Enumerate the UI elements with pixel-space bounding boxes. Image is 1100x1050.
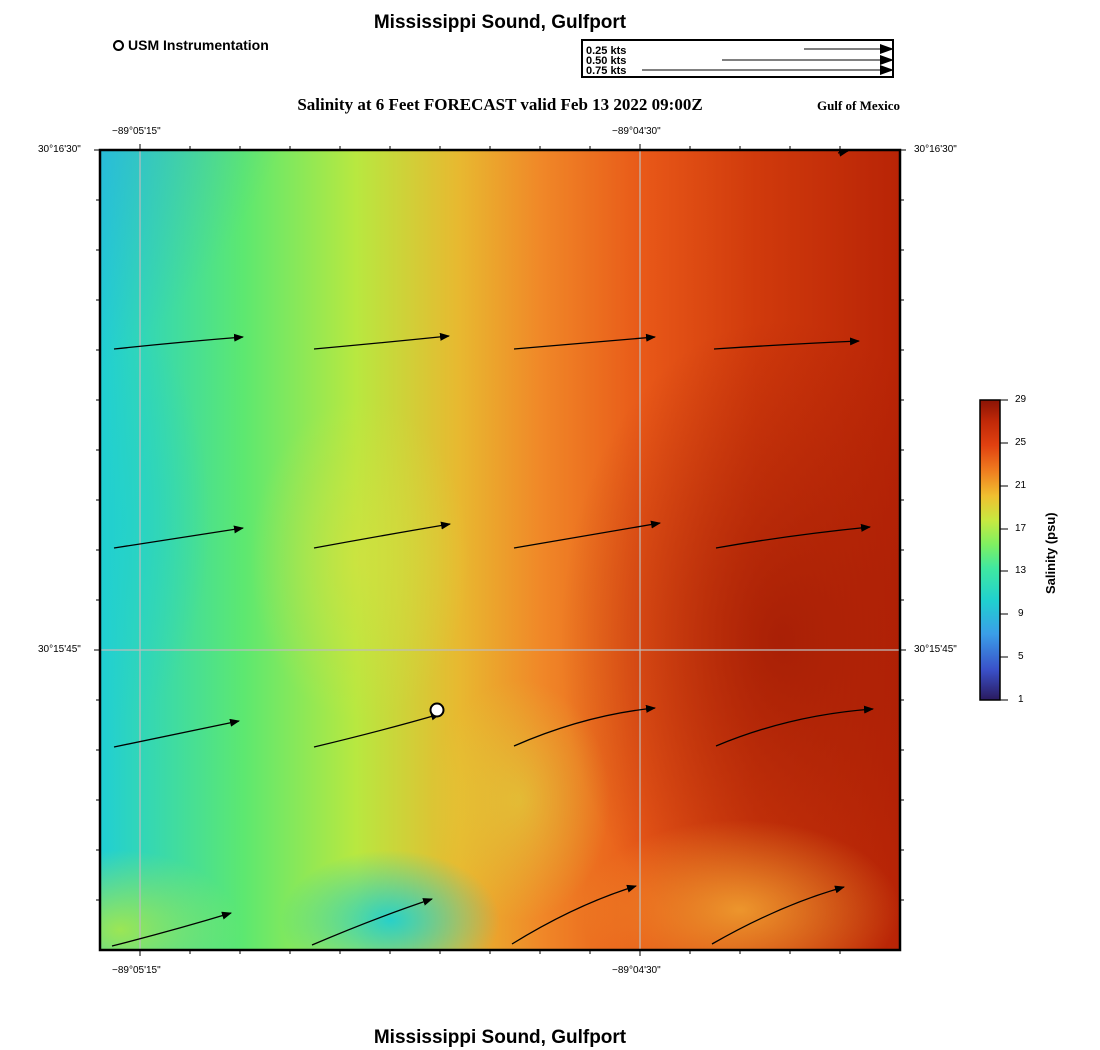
current-vector <box>313 521 451 549</box>
current-vector <box>113 333 244 350</box>
current-vector <box>715 523 871 549</box>
colorbar-tick-label: 29 <box>1015 394 1027 405</box>
y-tick-label-right-2: 30°15'45" <box>914 644 957 655</box>
region-label: Gulf of Mexico <box>816 98 900 113</box>
colorbar-title: Salinity (psu) <box>1043 512 1058 594</box>
x-tick-label-top-2: −89°04'30" <box>612 126 661 137</box>
current-vector <box>113 525 244 549</box>
current-vector <box>837 150 849 157</box>
current-vector <box>313 712 441 748</box>
current-vector <box>513 520 661 549</box>
vector-key: 0.25 kts 0.50 kts 0.75 kts <box>581 39 894 78</box>
vector-key-arrows <box>642 44 894 75</box>
map-title: Mississippi Sound, Gulfport <box>373 12 627 33</box>
colorbar-tick-label: 13 <box>1015 565 1027 576</box>
x-tick-label-top-1: −89°05'15" <box>112 126 161 137</box>
y-tick-label-left-2: 30°15'45" <box>38 644 81 655</box>
station-marker-icon <box>113 39 124 51</box>
current-vector <box>713 337 860 350</box>
vector-key-label-3: 0.75 kts <box>586 65 627 77</box>
current-vector <box>711 885 845 945</box>
colorbar-tick-label: 9 <box>1018 608 1024 619</box>
colorbar-ticks <box>1000 399 1008 701</box>
colorbar-tick-label: 17 <box>1015 523 1027 534</box>
current-vector <box>111 911 232 947</box>
colorbar <box>979 399 1001 701</box>
x-tick-label-bottom-2: −89°04'30" <box>612 965 661 976</box>
usm-station-marker <box>429 702 445 718</box>
x-tick-label-bottom-1: −89°05'15" <box>112 965 161 976</box>
colorbar-tick-label: 21 <box>1015 480 1027 491</box>
current-vectors <box>111 150 874 947</box>
current-vector <box>513 333 656 350</box>
y-tick-label-right-1: 30°16'30" <box>914 144 957 155</box>
colorbar-tick-label: 25 <box>1015 437 1027 448</box>
vector-key-label-2: 0.50 kts <box>586 55 627 67</box>
colorbar-tick-label: 5 <box>1018 651 1024 662</box>
station-legend-label: USM Instrumentation <box>128 37 269 53</box>
colorbar-tick-label: 1 <box>1018 694 1024 705</box>
current-vector <box>511 884 637 945</box>
current-vector <box>311 898 433 946</box>
y-tick-label-left-1: 30°16'30" <box>38 144 81 155</box>
station-legend: USM Instrumentation <box>113 37 269 53</box>
current-vector <box>113 718 240 748</box>
map-subtitle: Salinity at 6 Feet FORECAST valid Feb 13… <box>297 95 703 114</box>
vector-key-label-1: 0.25 kts <box>586 45 627 57</box>
map-footer-title: Mississippi Sound, Gulfport <box>373 1027 627 1048</box>
graticule <box>100 150 900 950</box>
frame-ticks <box>94 144 906 956</box>
current-vector <box>715 705 874 747</box>
current-vector <box>313 332 450 350</box>
salinity-field <box>100 150 900 950</box>
current-vector <box>513 704 656 747</box>
